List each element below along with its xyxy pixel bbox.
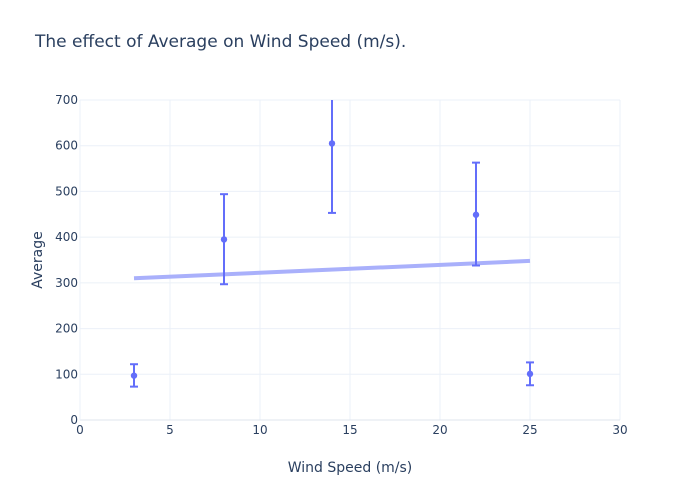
- y-axis-title: Average: [30, 231, 46, 289]
- x-tick-label: 30: [612, 423, 627, 437]
- data-point: [220, 236, 228, 243]
- x-tick-label: 15: [342, 423, 357, 437]
- y-tick-label: 400: [55, 230, 78, 244]
- y-tick-label: 100: [55, 367, 78, 381]
- x-tick-label: 0: [76, 423, 84, 437]
- y-tick-label: 500: [55, 184, 78, 198]
- data-point: [130, 372, 138, 379]
- y-tick-label: 300: [55, 276, 78, 290]
- y-tick-label: 200: [55, 322, 78, 336]
- y-tick-label: 0: [70, 413, 78, 427]
- chart-title: The effect of Average on Wind Speed (m/s…: [35, 32, 407, 52]
- trend-line: [133, 258, 531, 281]
- y-tick-label: 600: [55, 139, 78, 153]
- x-tick-labels: 0 5 10 15 20 25 30: [76, 423, 627, 437]
- trend-line-group: [133, 258, 531, 281]
- grid-lines: [79, 99, 621, 421]
- data-point: [472, 211, 480, 218]
- x-tick-label: 20: [432, 423, 447, 437]
- data-point: [526, 370, 534, 378]
- data-points: [130, 140, 534, 379]
- x-tick-label: 25: [522, 423, 537, 437]
- x-tick-label: 5: [166, 423, 174, 437]
- x-axis-title: Wind Speed (m/s): [288, 460, 413, 476]
- y-tick-label: 700: [55, 93, 78, 107]
- data-point: [328, 140, 336, 147]
- x-tick-label: 10: [252, 423, 267, 437]
- y-tick-labels: 0 100 200 300 400 500 600 700: [55, 93, 78, 427]
